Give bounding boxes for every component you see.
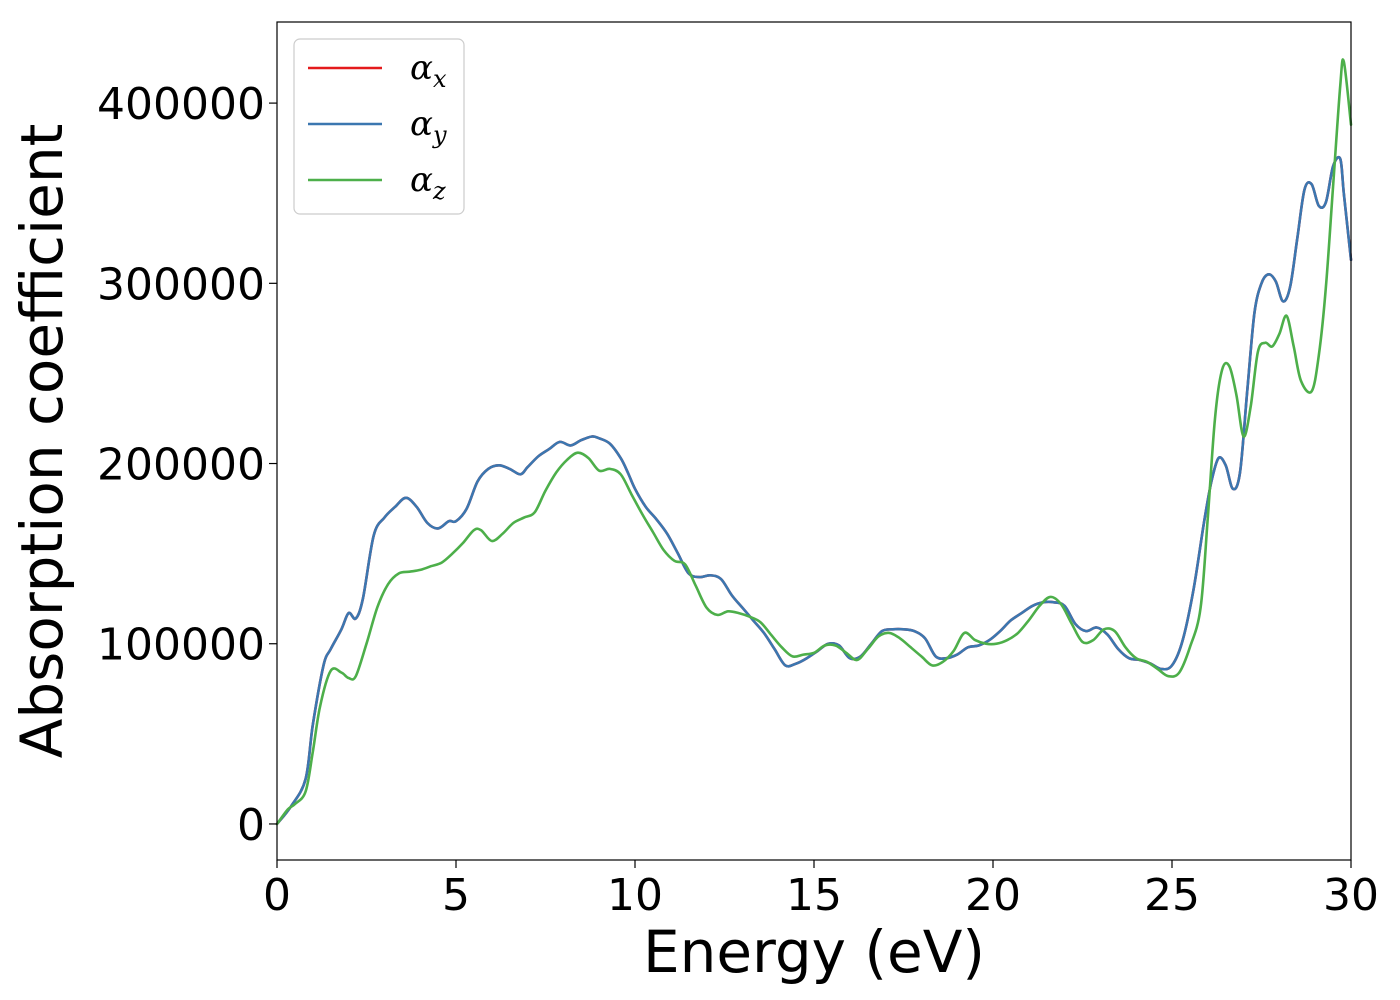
x-tick-label: 25 (1144, 870, 1200, 921)
y-tick-label: 100000 (97, 620, 265, 671)
x-tick-label: 15 (786, 870, 842, 921)
y-tick-label: 300000 (97, 259, 265, 310)
legend-label-z: αz (410, 160, 446, 205)
y-tick-label: 400000 (97, 79, 265, 130)
y-tick-label: 0 (237, 800, 265, 851)
x-tick-label: 5 (442, 870, 470, 921)
series-line-y (275, 155, 1353, 826)
legend: αx αy αz (293, 38, 465, 215)
legend-box (293, 38, 465, 215)
ticks-layer: 0 5 10 15 20 25 30 0 100000 200000 300000 400000 (97, 79, 1379, 921)
x-axis-title: Energy (eV) (643, 918, 985, 986)
legend-label-x: αx (410, 48, 447, 93)
series-line-z (275, 58, 1353, 826)
x-tick-label: 0 (263, 870, 291, 921)
x-tick-label: 10 (607, 870, 663, 921)
y-axis-title: Absorption coefficient (8, 124, 76, 759)
y-tick-label: 200000 (97, 440, 265, 491)
x-tick-label: 20 (965, 870, 1021, 921)
x-tick-label: 30 (1323, 870, 1379, 921)
series-layer (275, 58, 1353, 826)
legend-label-y: αy (410, 104, 447, 149)
